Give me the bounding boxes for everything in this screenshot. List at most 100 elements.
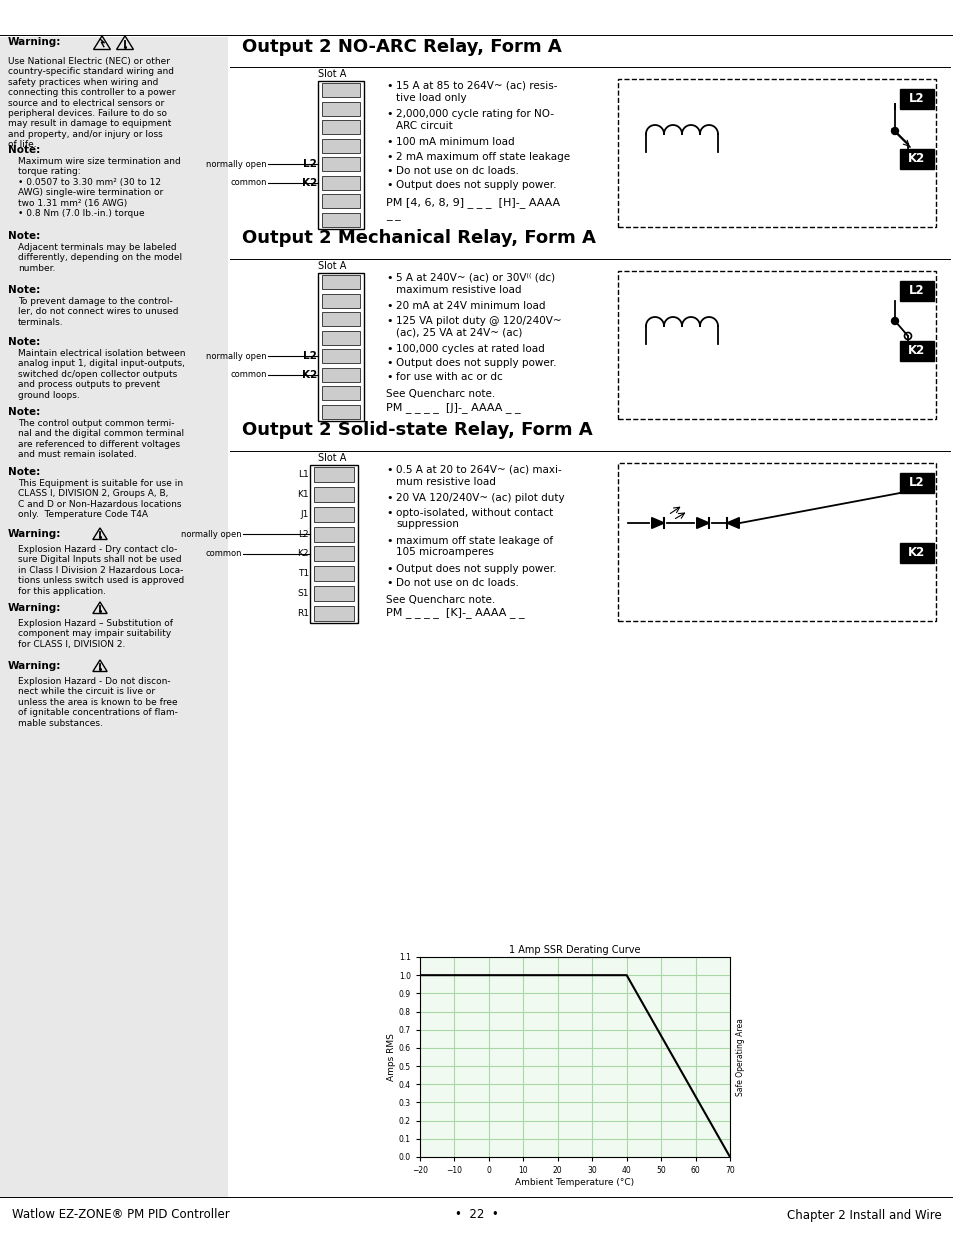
Text: •: • — [386, 508, 392, 517]
Text: The control output common termi-
nal and the digital common terminal
are referen: The control output common termi- nal and… — [18, 419, 184, 459]
Text: Explosion Hazard – Substitution of
component may impair suitability
for CLASS I,: Explosion Hazard – Substitution of compo… — [18, 619, 172, 648]
Text: T1: T1 — [297, 569, 309, 578]
Text: K2: K2 — [907, 345, 924, 357]
Bar — [322, 175, 359, 190]
Bar — [618, 79, 935, 227]
Text: common: common — [231, 370, 267, 379]
Text: Do not use on dc loads.: Do not use on dc loads. — [395, 578, 518, 588]
Bar — [314, 566, 354, 580]
Text: normally open: normally open — [181, 530, 242, 538]
Text: Explosion Hazard - Do not discon-
nect while the circuit is live or
unless the a: Explosion Hazard - Do not discon- nect w… — [18, 677, 177, 727]
Text: Output 2 NO-ARC Relay, Form A: Output 2 NO-ARC Relay, Form A — [242, 38, 561, 56]
Text: 100,000 cycles at rated load: 100,000 cycles at rated load — [395, 343, 544, 353]
Text: maximum off state leakage of
105 microamperes: maximum off state leakage of 105 microam… — [395, 536, 553, 557]
Text: •: • — [386, 466, 392, 475]
Polygon shape — [651, 517, 663, 529]
Text: •: • — [386, 109, 392, 119]
Circle shape — [890, 127, 898, 135]
Bar — [314, 488, 354, 503]
Text: R1: R1 — [296, 609, 309, 618]
Bar — [322, 83, 359, 98]
Text: •: • — [386, 536, 392, 546]
Text: Do not use on dc loads.: Do not use on dc loads. — [395, 165, 518, 177]
Text: opto-isolated, without contact
suppression: opto-isolated, without contact suppressi… — [395, 508, 553, 529]
Text: K2: K2 — [907, 547, 924, 559]
Text: Safe Operating Area: Safe Operating Area — [736, 1018, 744, 1095]
Text: •: • — [386, 358, 392, 368]
Bar — [899, 473, 933, 493]
Text: 2,000,000 cycle rating for NO-
ARC circuit: 2,000,000 cycle rating for NO- ARC circu… — [395, 109, 554, 131]
Bar — [322, 405, 359, 419]
Bar — [322, 157, 359, 172]
Text: Output does not supply power.: Output does not supply power. — [395, 563, 556, 573]
Bar — [899, 341, 933, 361]
Text: 5 A at 240V~ (ac) or 30V⁽⁽ (dc)
maximum resistive load: 5 A at 240V~ (ac) or 30V⁽⁽ (dc) maximum … — [395, 273, 555, 295]
Text: K2: K2 — [297, 550, 309, 558]
Bar — [314, 585, 354, 600]
Text: Note:: Note: — [8, 337, 40, 347]
Text: normally open: normally open — [206, 159, 267, 169]
Text: Use National Electric (NEC) or other
country-specific standard wiring and
safety: Use National Electric (NEC) or other cou… — [8, 57, 175, 149]
Text: Output does not supply power.: Output does not supply power. — [395, 180, 556, 190]
Text: Note:: Note: — [8, 408, 40, 417]
Bar — [314, 546, 354, 561]
Circle shape — [890, 317, 898, 325]
Text: •: • — [386, 165, 392, 177]
Text: K1: K1 — [297, 490, 309, 499]
Text: Maintain electrical isolation between
analog input 1, digital input-outputs,
swi: Maintain electrical isolation between an… — [18, 350, 185, 400]
X-axis label: Ambient Temperature (°C): Ambient Temperature (°C) — [515, 1178, 634, 1187]
Text: •  22  •: • 22 • — [455, 1209, 498, 1221]
Bar — [317, 82, 364, 228]
Text: To prevent damage to the control-
ler, do not connect wires to unused
terminals.: To prevent damage to the control- ler, d… — [18, 296, 178, 327]
Bar — [322, 120, 359, 135]
Text: 0.5 A at 20 to 264V~ (ac) maxi-
mum resistive load: 0.5 A at 20 to 264V~ (ac) maxi- mum resi… — [395, 466, 561, 487]
Polygon shape — [726, 517, 739, 529]
Text: L2: L2 — [298, 530, 309, 538]
Text: 20 VA 120/240V~ (ac) pilot duty: 20 VA 120/240V~ (ac) pilot duty — [395, 493, 564, 503]
Text: Note:: Note: — [8, 144, 40, 156]
Text: Adjacent terminals may be labeled
differently, depending on the model
number.: Adjacent terminals may be labeled differ… — [18, 243, 182, 273]
Bar — [899, 89, 933, 109]
Text: •: • — [386, 493, 392, 503]
Bar — [322, 350, 359, 363]
Bar — [899, 282, 933, 301]
Text: Slot A: Slot A — [317, 261, 346, 270]
Text: Warning:: Warning: — [8, 603, 61, 613]
Text: Note:: Note: — [8, 467, 40, 477]
Bar — [0, 37, 228, 1197]
Text: common: common — [205, 550, 242, 558]
Text: PM [4, 6, 8, 9] _ _ _  [H]-_ AAAA: PM [4, 6, 8, 9] _ _ _ [H]-_ AAAA — [386, 198, 559, 207]
Text: 15 A at 85 to 264V~ (ac) resis-
tive load only: 15 A at 85 to 264V~ (ac) resis- tive loa… — [395, 82, 557, 103]
Text: Output does not supply power.: Output does not supply power. — [395, 358, 556, 368]
Text: K2: K2 — [907, 152, 924, 165]
Bar — [322, 194, 359, 209]
Bar — [314, 508, 354, 521]
Text: 100 mA minimum load: 100 mA minimum load — [395, 137, 514, 147]
Polygon shape — [696, 517, 709, 529]
Text: •: • — [386, 563, 392, 573]
Text: L2: L2 — [303, 159, 316, 169]
Text: This Equipment is suitable for use in
CLASS I, DIVISION 2, Groups A, B,
C and D : This Equipment is suitable for use in CL… — [18, 479, 183, 519]
Bar — [322, 101, 359, 116]
Text: •: • — [386, 152, 392, 162]
Text: Warning:: Warning: — [8, 529, 61, 538]
Bar — [618, 463, 935, 621]
Bar — [322, 368, 359, 382]
Text: for use with ac or dc: for use with ac or dc — [395, 373, 502, 383]
Text: •: • — [386, 82, 392, 91]
Text: J1: J1 — [300, 510, 309, 519]
Bar — [899, 543, 933, 563]
Text: Warning:: Warning: — [8, 37, 61, 47]
Text: •: • — [386, 301, 392, 311]
Text: L1: L1 — [298, 471, 309, 479]
Text: •: • — [386, 180, 392, 190]
Bar — [322, 138, 359, 153]
Text: normally open: normally open — [206, 352, 267, 361]
Text: K2: K2 — [301, 369, 316, 379]
Text: S1: S1 — [297, 589, 309, 598]
Bar — [322, 212, 359, 227]
Text: Slot A: Slot A — [317, 453, 346, 463]
Text: K2: K2 — [301, 178, 316, 188]
Bar — [322, 294, 359, 308]
Bar — [322, 331, 359, 345]
